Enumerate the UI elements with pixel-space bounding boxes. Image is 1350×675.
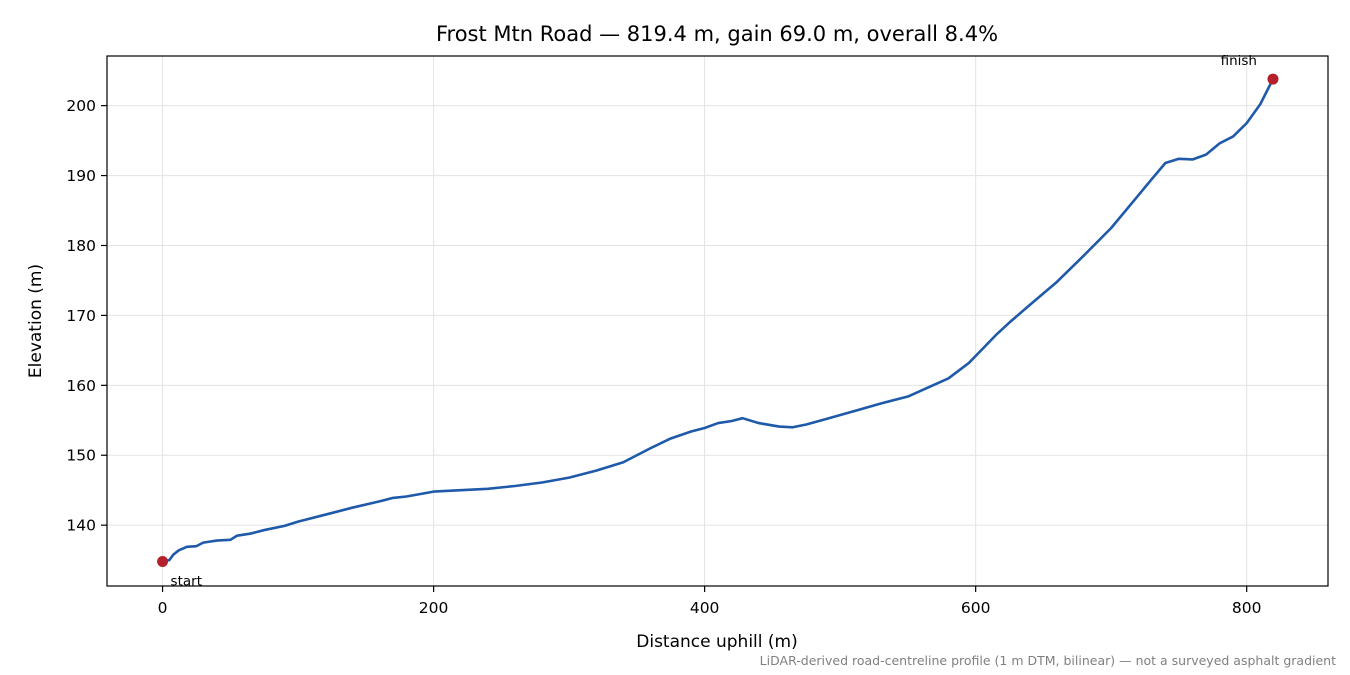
y-axis-ticks: 140 150 160 170 180 190 200 bbox=[66, 97, 107, 535]
start-label: start bbox=[171, 574, 202, 590]
y-tick-label: 200 bbox=[66, 97, 96, 115]
x-tick-label: 600 bbox=[961, 599, 991, 617]
y-tick-label: 190 bbox=[66, 167, 96, 185]
x-tick-label: 200 bbox=[419, 599, 449, 617]
finish-marker bbox=[1267, 73, 1279, 85]
x-axis-ticks: 0 200 400 600 800 bbox=[158, 586, 1262, 617]
elevation-series-line bbox=[161, 77, 1275, 563]
y-tick-label: 140 bbox=[66, 517, 96, 535]
grid-lines bbox=[107, 56, 1328, 586]
start-marker bbox=[157, 556, 169, 568]
chart-title: Frost Mtn Road — 819.4 m, gain 69.0 m, o… bbox=[436, 22, 998, 46]
finish-label: finish bbox=[1221, 53, 1257, 69]
x-axis-label: Distance uphill (m) bbox=[636, 632, 797, 652]
y-axis-label: Elevation (m) bbox=[26, 264, 46, 378]
x-tick-label: 800 bbox=[1232, 599, 1262, 617]
y-tick-label: 160 bbox=[66, 377, 96, 395]
y-tick-label: 150 bbox=[66, 447, 96, 465]
footnote: LiDAR-derived road-centreline profile (1… bbox=[760, 653, 1336, 668]
y-tick-label: 180 bbox=[66, 237, 96, 255]
plot-area-frame bbox=[106, 55, 1329, 587]
x-tick-label: 400 bbox=[690, 599, 720, 617]
y-tick-label: 170 bbox=[66, 307, 96, 325]
x-tick-label: 0 bbox=[158, 599, 168, 617]
series-layer: start finish bbox=[157, 53, 1279, 590]
